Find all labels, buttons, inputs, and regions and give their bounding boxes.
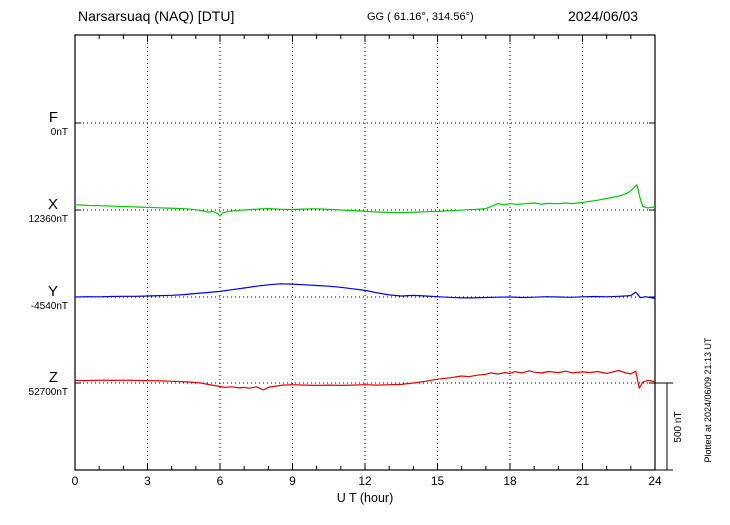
plot-frame <box>74 34 656 471</box>
component-label-Z: Z <box>49 369 58 386</box>
x-tick-label-24: 24 <box>648 474 662 488</box>
geo-coordinates: GG ( 61.16°, 314.56°) <box>367 11 474 23</box>
scale-bar-label: 500 nT <box>673 411 684 442</box>
x-tick-label-0: 0 <box>72 474 79 488</box>
x-axis-title: U T (hour) <box>337 491 394 505</box>
x-tick-label-21: 21 <box>576 474 590 488</box>
x-tick-label-3: 3 <box>144 474 151 488</box>
plot-date: 2024/06/03 <box>568 8 638 24</box>
x-tick-label-9: 9 <box>289 474 296 488</box>
component-baseline-value-X: 12360nT <box>29 214 68 225</box>
trace-Y <box>74 283 656 299</box>
x-tick-label-6: 6 <box>217 474 224 488</box>
x-tick-label-18: 18 <box>503 474 517 488</box>
component-baseline-value-Z: 52700nT <box>29 387 68 398</box>
trace-X <box>74 184 656 217</box>
component-baseline-value-Y: -4540nT <box>31 301 68 312</box>
plotted-at-note: Plotted at 2024/06/09 21:13 UT <box>703 337 713 463</box>
component-label-Y: Y <box>48 283 58 300</box>
station-title: Narsarsuaq (NAQ) [DTU] <box>78 8 234 24</box>
trace-Z <box>74 369 656 391</box>
component-label-X: X <box>48 196 58 213</box>
component-baseline-value-F: 0nT <box>51 127 68 138</box>
x-tick-label-12: 12 <box>358 474 372 488</box>
x-tick-label-15: 15 <box>431 474 445 488</box>
component-label-F: F <box>49 109 58 126</box>
